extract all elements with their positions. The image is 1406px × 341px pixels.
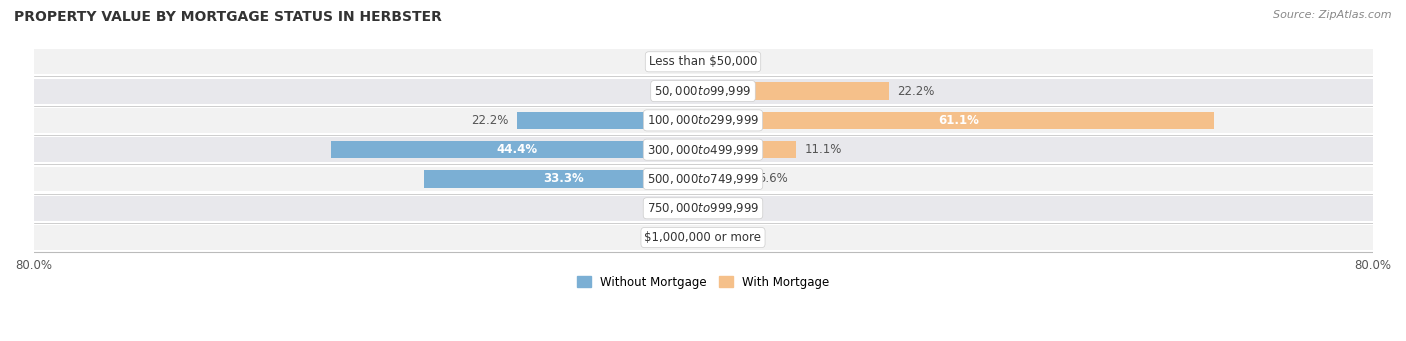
- Text: Less than $50,000: Less than $50,000: [648, 55, 758, 68]
- Text: 0.0%: 0.0%: [661, 202, 690, 215]
- Text: 5.6%: 5.6%: [758, 173, 787, 186]
- Legend: Without Mortgage, With Mortgage: Without Mortgage, With Mortgage: [572, 271, 834, 294]
- Text: $500,000 to $749,999: $500,000 to $749,999: [647, 172, 759, 186]
- Text: 0.0%: 0.0%: [716, 202, 745, 215]
- Text: 0.0%: 0.0%: [661, 231, 690, 244]
- Text: PROPERTY VALUE BY MORTGAGE STATUS IN HERBSTER: PROPERTY VALUE BY MORTGAGE STATUS IN HER…: [14, 10, 441, 24]
- Bar: [703, 141, 796, 159]
- Text: $50,000 to $99,999: $50,000 to $99,999: [654, 84, 752, 98]
- Text: 11.1%: 11.1%: [804, 143, 842, 156]
- Bar: [34, 166, 1372, 191]
- Text: 22.2%: 22.2%: [897, 85, 935, 98]
- Bar: [703, 170, 749, 188]
- Text: $100,000 to $299,999: $100,000 to $299,999: [647, 114, 759, 128]
- Bar: [425, 170, 703, 188]
- Bar: [34, 225, 1372, 250]
- Text: 0.0%: 0.0%: [716, 55, 745, 68]
- Text: 0.0%: 0.0%: [661, 85, 690, 98]
- Text: 61.1%: 61.1%: [938, 114, 979, 127]
- Bar: [34, 108, 1372, 133]
- Text: 33.3%: 33.3%: [543, 173, 583, 186]
- Text: 22.2%: 22.2%: [471, 114, 509, 127]
- Bar: [517, 112, 703, 129]
- Text: Source: ZipAtlas.com: Source: ZipAtlas.com: [1274, 10, 1392, 20]
- Text: 0.0%: 0.0%: [716, 231, 745, 244]
- Bar: [34, 49, 1372, 74]
- Bar: [34, 137, 1372, 162]
- Text: $300,000 to $499,999: $300,000 to $499,999: [647, 143, 759, 157]
- Bar: [34, 79, 1372, 104]
- Bar: [34, 196, 1372, 221]
- Bar: [703, 82, 889, 100]
- Text: $1,000,000 or more: $1,000,000 or more: [644, 231, 762, 244]
- Text: 0.0%: 0.0%: [661, 55, 690, 68]
- Bar: [332, 141, 703, 159]
- Text: 44.4%: 44.4%: [496, 143, 537, 156]
- Bar: [703, 112, 1215, 129]
- Text: $750,000 to $999,999: $750,000 to $999,999: [647, 201, 759, 215]
